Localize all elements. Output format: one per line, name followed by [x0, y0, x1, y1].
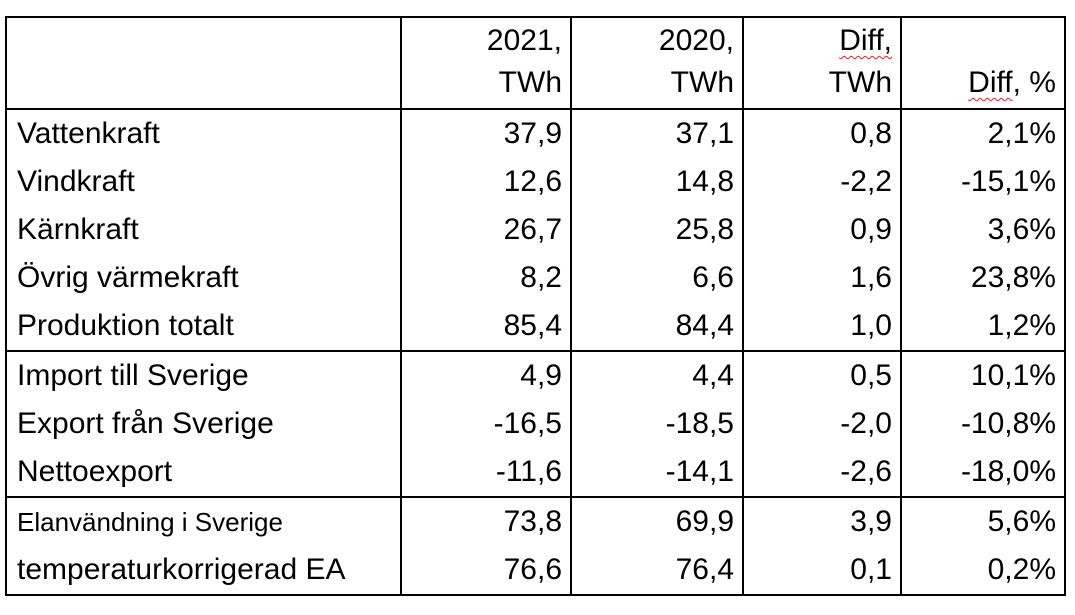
row-label: Kärnkraft	[5, 206, 402, 254]
cell-2021: 37,9	[400, 109, 572, 158]
cell-diff: 0,1	[742, 546, 902, 596]
row-label: Produktion totalt	[5, 302, 402, 351]
header-diff-pct: Diff, %	[900, 16, 1066, 110]
header-row: 2021, TWh 2020, TWh Diff, TWh Diff, %	[5, 16, 1066, 110]
cell-2020: -18,5	[570, 400, 744, 448]
cell-2021: 73,8	[400, 496, 572, 546]
header-diff-pct-line: Diff, %	[912, 62, 1056, 104]
table-row-nettoexport: Nettoexport -11,6 -14,1 -2,6 -18,0%	[5, 448, 1066, 497]
cell-2021: 85,4	[400, 302, 572, 351]
header-label-cell	[5, 16, 402, 110]
header-2020-year: 2020,	[658, 24, 734, 57]
cell-diff: -2,0	[742, 400, 902, 448]
cell-diff: 1,0	[742, 302, 902, 351]
cell-2020: 37,1	[570, 109, 744, 158]
header-2021: 2021, TWh	[400, 16, 572, 110]
row-label: temperaturkorrigerad EA	[5, 546, 402, 596]
header-2020: 2020, TWh	[570, 16, 744, 110]
table-row-karnkraft: Kärnkraft 26,7 25,8 0,9 3,6%	[5, 206, 1066, 254]
cell-2021: 8,2	[400, 254, 572, 302]
cell-2021: -16,5	[400, 400, 572, 448]
cell-2021: 4,9	[400, 350, 572, 400]
electricity-balance-table: 2021, TWh 2020, TWh Diff, TWh Diff, % Va…	[5, 16, 1066, 596]
row-label: Import till Sverige	[5, 350, 402, 400]
cell-2020: -14,1	[570, 448, 744, 497]
header-2021-year: 2021,	[486, 24, 562, 57]
row-label: Vattenkraft	[5, 109, 402, 158]
header-diff-twh: Diff, TWh	[742, 16, 902, 110]
row-label: Nettoexport	[5, 448, 402, 497]
header-diff-unit: TWh	[828, 66, 892, 99]
cell-diff: 0,8	[742, 109, 902, 158]
cell-diff: -2,2	[742, 158, 902, 206]
row-label: Export från Sverige	[5, 400, 402, 448]
header-diff-word: Diff,	[754, 20, 892, 62]
row-label: Övrig värmekraft	[5, 254, 402, 302]
table-row-elanvandning: Elanvändning i Sverige 73,8 69,9 3,9 5,6…	[5, 496, 1066, 546]
table-row-vindkraft: Vindkraft 12,6 14,8 -2,2 -15,1%	[5, 158, 1066, 206]
cell-pct: 23,8%	[900, 254, 1066, 302]
cell-2021: 76,6	[400, 546, 572, 596]
cell-2020: 84,4	[570, 302, 744, 351]
cell-2020: 25,8	[570, 206, 744, 254]
cell-2020: 69,9	[570, 496, 744, 546]
table-row-produktion-totalt: Produktion totalt 85,4 84,4 1,0 1,2%	[5, 302, 1066, 351]
cell-2020: 14,8	[570, 158, 744, 206]
row-label: Vindkraft	[5, 158, 402, 206]
cell-diff: 0,9	[742, 206, 902, 254]
table-row-temperaturkorrigerad: temperaturkorrigerad EA 76,6 76,4 0,1 0,…	[5, 546, 1066, 596]
cell-2021: 26,7	[400, 206, 572, 254]
cell-pct: 2,1%	[900, 109, 1066, 158]
header-diff-pct-unit: , %	[1012, 66, 1056, 99]
row-label: Elanvändning i Sverige	[5, 496, 402, 546]
table-row-ovrig-varmekraft: Övrig värmekraft 8,2 6,6 1,6 23,8%	[5, 254, 1066, 302]
cell-2021: -11,6	[400, 448, 572, 497]
cell-pct: 10,1%	[900, 350, 1066, 400]
cell-pct: -15,1%	[900, 158, 1066, 206]
cell-diff: 0,5	[742, 350, 902, 400]
header-2021-unit: TWh	[498, 66, 562, 99]
cell-2020: 6,6	[570, 254, 744, 302]
cell-2020: 4,4	[570, 350, 744, 400]
table-row-export: Export från Sverige -16,5 -18,5 -2,0 -10…	[5, 400, 1066, 448]
cell-2020: 76,4	[570, 546, 744, 596]
table-row-vattenkraft: Vattenkraft 37,9 37,1 0,8 2,1%	[5, 109, 1066, 158]
table-row-import: Import till Sverige 4,9 4,4 0,5 10,1%	[5, 350, 1066, 400]
cell-pct: 1,2%	[900, 302, 1066, 351]
cell-pct: -10,8%	[900, 400, 1066, 448]
cell-pct: -18,0%	[900, 448, 1066, 497]
cell-diff: 3,9	[742, 496, 902, 546]
cell-2021: 12,6	[400, 158, 572, 206]
cell-pct: 5,6%	[900, 496, 1066, 546]
cell-pct: 0,2%	[900, 546, 1066, 596]
header-2020-unit: TWh	[670, 66, 734, 99]
cell-pct: 3,6%	[900, 206, 1066, 254]
cell-diff: 1,6	[742, 254, 902, 302]
header-diff-pct-word: Diff	[968, 66, 1013, 99]
header-diff-text: Diff,	[839, 24, 892, 57]
cell-diff: -2,6	[742, 448, 902, 497]
